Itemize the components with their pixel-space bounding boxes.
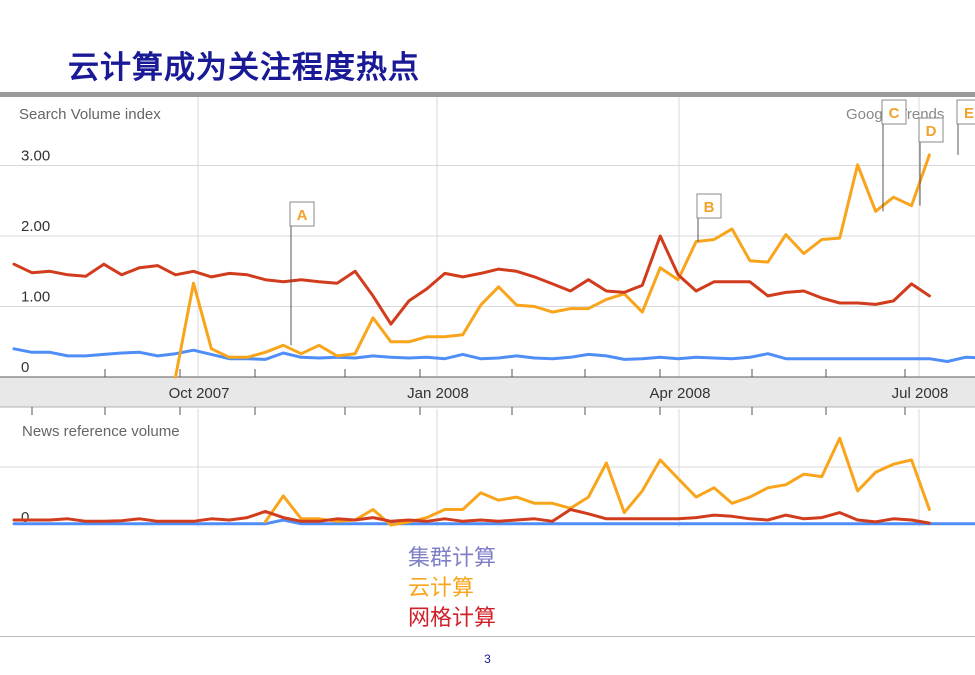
flag-box — [881, 99, 907, 125]
trends-chart: Oct 2007 Jan 2008 Apr 2008 Jul 2008 0 1.00 2.0… — [0, 97, 975, 527]
legend: 集群计算 云计算 网格计算 — [408, 544, 496, 634]
x-tick-label: Jul 2008 — [892, 385, 949, 402]
search-grid-computing-line — [12, 234, 931, 326]
y-tick-label: 0 — [21, 359, 29, 376]
search-cloud-computing-line — [174, 153, 931, 379]
flag-box — [696, 193, 722, 219]
y-tick-label: 1.00 — [21, 289, 50, 306]
legend-item-grid-computing: 网格计算 — [408, 606, 497, 631]
title-divider — [0, 92, 975, 97]
flag-label: B — [704, 199, 715, 216]
news-grid-computing-line — [12, 508, 931, 525]
flag-box — [956, 99, 975, 125]
footer-divider — [0, 636, 975, 637]
news-volume-title: News reference volume — [22, 423, 180, 440]
x-tick-label: Apr 2008 — [650, 385, 711, 402]
flag-label: E — [964, 105, 974, 122]
legend-item-cloud-computing: 云计算 — [408, 576, 475, 601]
annotation-flag: E — [956, 99, 975, 155]
page-number: 3 — [484, 652, 491, 666]
annotation-flag: C — [881, 99, 907, 212]
date-axis-band — [0, 377, 975, 407]
annotation-flag: A — [289, 201, 315, 346]
flag-box — [289, 201, 315, 227]
chart-series — [12, 153, 975, 527]
chart-axes: Oct 2007 Jan 2008 Apr 2008 Jul 2008 0 1.00 2.0… — [0, 148, 975, 526]
y-tick-label: 2.00 — [21, 218, 50, 235]
slide-title: 云计算成为关注程度热点 — [68, 50, 420, 86]
legend-item-cluster-computing: 集群计算 — [408, 546, 497, 571]
annotation-flag: B — [696, 193, 722, 242]
chart-annotations: A B C D E — [289, 99, 975, 346]
x-tick-label: Jan 2008 — [407, 385, 469, 402]
chart-gridlines — [0, 97, 975, 527]
flag-label: A — [297, 207, 308, 224]
search-cluster-computing-line — [12, 347, 975, 363]
y-tick-label: 3.00 — [21, 148, 50, 165]
news-cloud-computing-line — [263, 436, 931, 527]
flag-label: C — [889, 105, 900, 122]
search-volume-title: Search Volume index — [19, 106, 161, 123]
flag-box — [918, 117, 944, 143]
y-tick-label: 0 — [21, 509, 29, 526]
annotation-flag: D — [918, 117, 944, 206]
flag-label: D — [926, 123, 937, 140]
news-cluster-computing-line — [12, 518, 975, 526]
x-tick-label: Oct 2007 — [169, 385, 230, 402]
